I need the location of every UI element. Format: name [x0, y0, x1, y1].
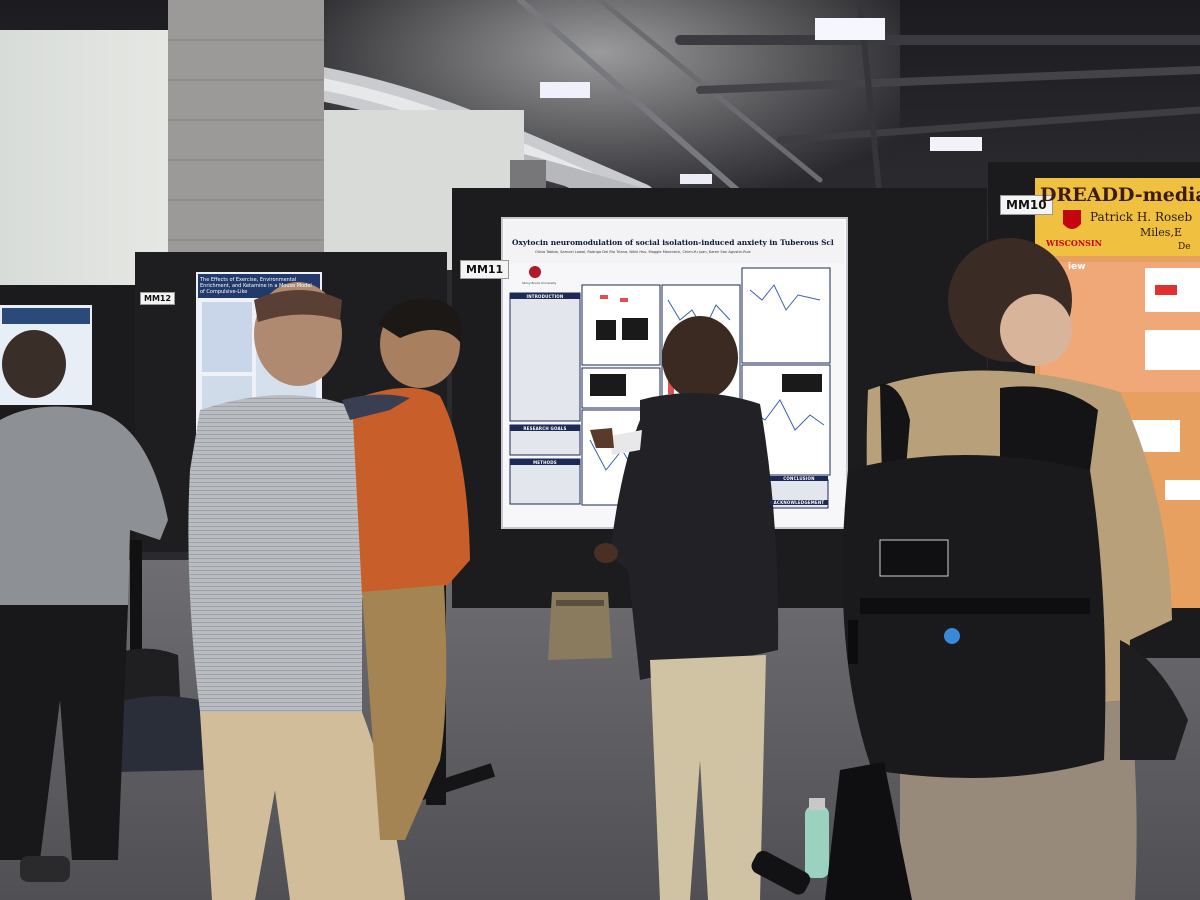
floor-backpack-tan — [548, 592, 612, 660]
water-bottle — [805, 806, 829, 878]
ceiling-light-2 — [540, 82, 590, 98]
backpack-pin — [944, 628, 960, 644]
center-poster-authors: Olivia Tabbia, Samuel Lawal, Rodrigo Del… — [535, 250, 751, 254]
person-far-left — [0, 330, 168, 882]
ceiling-light-3 — [930, 137, 982, 151]
poster-center-header — [505, 221, 844, 263]
person-striped-sweater — [188, 282, 405, 900]
brick-lines — [168, 39, 324, 241]
left-poster-title: The Effects of Exercise, Environmental E… — [200, 277, 312, 295]
floor-bag-right — [825, 762, 912, 900]
right-poster-section: iew — [1068, 262, 1086, 272]
stony-brook-logo — [529, 266, 541, 278]
wisconsin-crest — [1063, 210, 1081, 229]
right-poster-title: DREADD-mediated A — [1040, 184, 1200, 206]
poster-right-header — [1035, 178, 1200, 256]
booth-label-mm12: MM12 — [140, 292, 176, 305]
brick-pillar — [168, 0, 324, 280]
center-poster-title: Oxytocin neuromodulation of social isola… — [512, 238, 834, 247]
person-presenter — [590, 316, 779, 900]
person-orange-sweater — [342, 298, 470, 840]
section-conclusion: CONCLUSION — [770, 476, 828, 481]
floor-bag-handle — [751, 850, 811, 895]
ceiling-light-1 — [815, 18, 885, 40]
section-introduction: INTRODUCTION — [526, 294, 564, 299]
section-acknowledgement: ACKNOWLEDGEMENT — [770, 500, 828, 505]
right-poster-authors-1: Patrick H. Roseb — [1090, 210, 1193, 224]
center-poster-institution: Stony Brook University — [522, 281, 557, 285]
right-poster-authors-2: Miles,E — [1140, 226, 1182, 239]
black-backpack — [842, 383, 1106, 778]
section-research-goals: RESEARCH GOALS — [523, 426, 567, 431]
booth-label-mm10: MM10 — [1000, 195, 1053, 215]
right-poster-authors-3: De — [1178, 242, 1191, 252]
left-wall — [0, 30, 175, 290]
backpack-patch — [879, 539, 949, 577]
section-methods: METHODS — [533, 460, 557, 465]
booth-label-mm11: MM11 — [460, 260, 510, 279]
wisconsin-logo-text: WISCONSIN — [1046, 238, 1102, 248]
board-leg-left — [130, 540, 142, 660]
ceiling-light-4 — [680, 174, 712, 184]
